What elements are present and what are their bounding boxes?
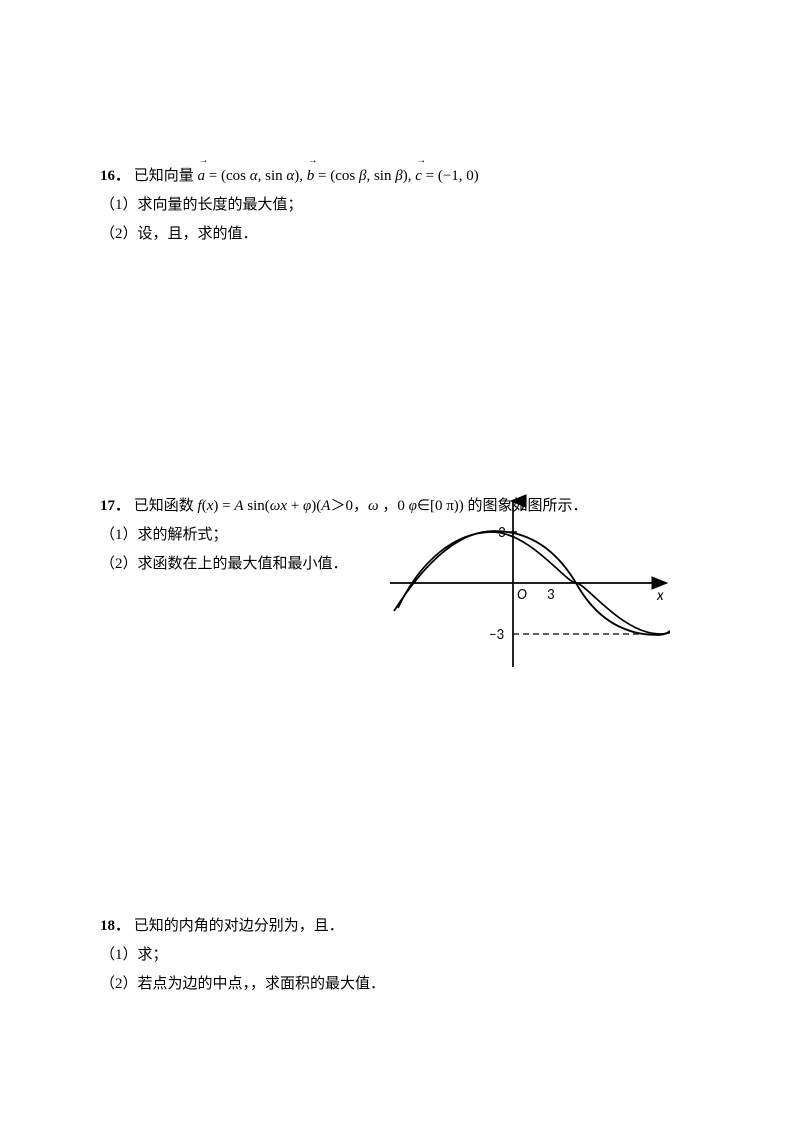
problem-17-prefix: 已知函数 [134,498,198,514]
y-axis-label: y [520,495,528,513]
x-axis-label: x [656,587,664,605]
y-min-label: −3 [489,626,504,644]
sine-chart: 3 −3 O 3 x y [390,493,670,673]
sine-chart-svg: 3 −3 O 3 x y [390,493,670,673]
problem-16-sub2: （2）设，且，求的值． [100,221,700,248]
problem-16-prefix: 已知向量 [134,168,198,184]
problem-16-stem: 16． 已知向量 a = (cos α, sin α), b = (cos β,… [100,163,700,190]
x-tick-label: 3 [547,586,555,604]
problem-16: 16． 已知向量 a = (cos α, sin α), b = (cos β,… [100,163,700,248]
problem-18-number: 18． [100,918,130,934]
problem-18-stem-text: 已知的内角的对边分别为，且． [134,918,344,934]
problem-17-number: 17． [100,498,130,514]
problem-18-stem: 18． 已知的内角的对边分别为，且． [100,913,700,940]
problem-16-number: 16． [100,168,130,184]
problem-16-formula: a = (cos α, sin α), b = (cos β, sin β), … [198,168,479,184]
problem-18: 18． 已知的内角的对边分别为，且． （1）求； （2）若点为边的中点，，求面积… [100,913,700,998]
problem-18-sub1: （1）求； [100,942,700,969]
y-max-label: 3 [498,524,506,542]
problem-18-sub2: （2）若点为边的中点，，求面积的最大值． [100,971,700,998]
problem-16-sub1: （1）求向量的长度的最大值； [100,192,700,219]
origin-label: O [517,586,527,604]
